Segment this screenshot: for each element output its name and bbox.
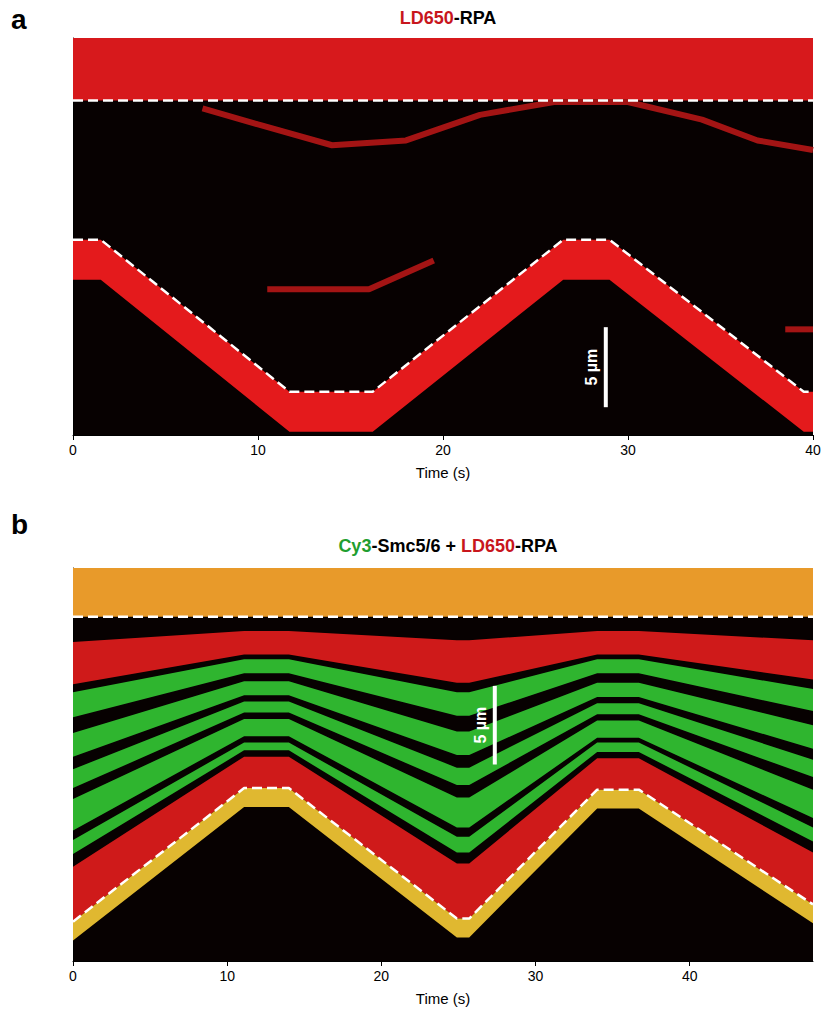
svg-text:0: 0: [69, 968, 77, 984]
svg-text:20: 20: [435, 442, 451, 458]
svg-text:10: 10: [219, 968, 235, 984]
svg-text:-Smc5/6 +: -Smc5/6 +: [371, 536, 461, 556]
svg-text:-RPA: -RPA: [515, 536, 558, 556]
svg-text:10: 10: [250, 442, 266, 458]
svg-text:30: 30: [528, 968, 544, 984]
svg-text:LD650: LD650: [461, 536, 515, 556]
svg-text:5 µm: 5 µm: [583, 349, 600, 386]
svg-text:Time (s): Time (s): [416, 464, 470, 481]
svg-text:Time (s): Time (s): [416, 990, 470, 1007]
svg-text:a: a: [11, 4, 27, 35]
svg-text:40: 40: [682, 968, 698, 984]
svg-text:40: 40: [805, 442, 821, 458]
svg-text:-RPA: -RPA: [454, 8, 497, 28]
svg-text:5 µm: 5 µm: [472, 707, 489, 744]
svg-text:LD650: LD650: [400, 8, 454, 28]
svg-text:0: 0: [69, 442, 77, 458]
svg-text:Cy3: Cy3: [338, 536, 371, 556]
svg-text:b: b: [11, 509, 28, 540]
svg-text:20: 20: [374, 968, 390, 984]
svg-text:30: 30: [620, 442, 636, 458]
